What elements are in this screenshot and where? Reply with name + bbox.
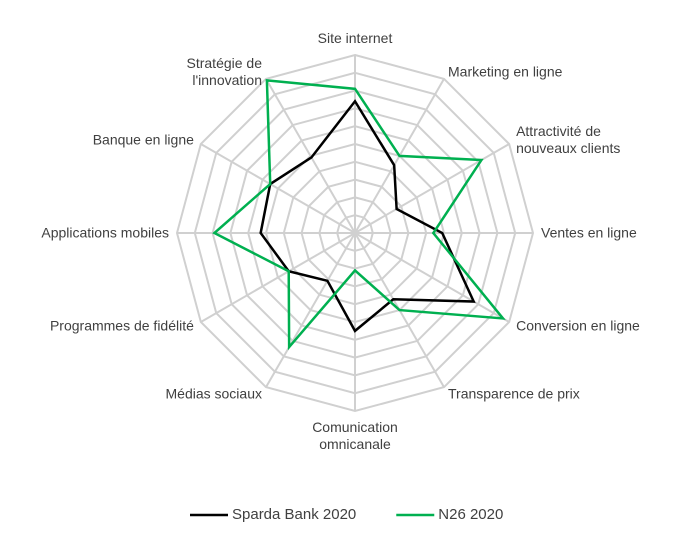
legend-label: N26 2020 <box>438 506 503 523</box>
axis-label: Attractivité de nouveaux clients <box>516 123 621 156</box>
legend-label: Sparda Bank 2020 <box>232 506 356 523</box>
axis-spoke <box>354 232 510 323</box>
axis-spoke <box>200 232 356 323</box>
axis-label: Ventes en ligne <box>541 224 637 241</box>
axis-spoke <box>265 232 356 388</box>
axis-spoke <box>265 78 356 234</box>
axis-label: Banque en ligne <box>92 131 194 148</box>
axis-spoke <box>200 143 356 234</box>
axis-label: Transparence de prix <box>448 385 580 402</box>
axis-label: Site internet <box>317 30 393 46</box>
axis-label: Programmes de fidélité <box>49 317 194 334</box>
axis-label: Marketing en ligne <box>448 63 563 80</box>
series-line <box>259 99 476 333</box>
axis-spoke <box>354 143 510 234</box>
axis-label: Stratégie de l'innovation <box>186 54 263 88</box>
axis-label: Médias sociaux <box>165 385 263 402</box>
series-line <box>212 79 506 351</box>
axis-label: Conversion en ligne <box>516 317 640 334</box>
axis-label: Comunication omnicanale <box>312 419 398 452</box>
axis-label: Applications mobiles <box>41 224 169 241</box>
